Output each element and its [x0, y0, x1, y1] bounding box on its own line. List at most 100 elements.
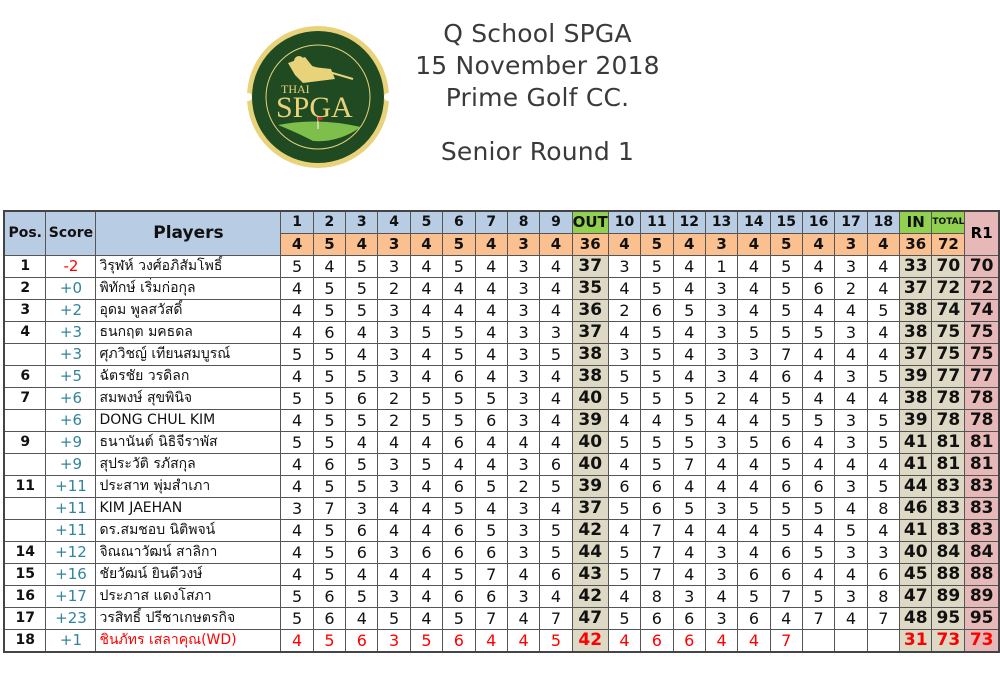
hole-score-cell: 4	[280, 365, 314, 388]
hole-score-cell: 4	[801, 563, 836, 586]
position-cell: 9	[3, 431, 47, 454]
par-hole: 4	[737, 233, 771, 256]
position-cell: 16	[3, 585, 47, 608]
hole-score-cell: 4	[506, 431, 541, 454]
hole-score-cell: 5	[345, 277, 379, 300]
hole-score-cell: 4	[801, 365, 836, 388]
header-r1: R1	[964, 210, 1000, 256]
table-row: 4 +3 ธนกฤต มคธดล 4 6 4 3 5 5 4 3 3 37 4 5 4 3 5 5 5 3 4 38 75 75	[3, 321, 1000, 344]
hole-score-cell: 6	[442, 585, 476, 608]
player-name-cell: อุดม พูลสวัสดิ์	[95, 299, 282, 322]
position-cell: 18	[3, 629, 47, 653]
hole-score-cell: 3	[607, 343, 642, 366]
in-total-cell: 41	[899, 431, 933, 454]
hole-score-cell: 4	[409, 497, 444, 520]
hole-score-cell: 4	[866, 255, 901, 278]
hole-score-cell: 4	[345, 607, 379, 630]
hole-score-cell: 6	[769, 431, 803, 454]
hole-score-cell: 3	[506, 277, 541, 300]
position-cell: 17	[3, 607, 47, 630]
hole-score-cell: 3	[506, 299, 541, 322]
hole-score-cell: 4	[737, 475, 771, 498]
score-to-par-cell: -2	[45, 255, 97, 278]
hole-score-cell: 4	[801, 255, 836, 278]
round1-score-cell: 77	[964, 365, 1000, 388]
gross-total-cell: 77	[931, 365, 966, 388]
hole-score-cell: 7	[769, 343, 803, 366]
hole-score-cell: 4	[672, 563, 706, 586]
out-total-cell: 37	[571, 321, 609, 344]
hole-score-cell: 6	[474, 585, 508, 608]
table-row: 18 +1 ชินภัทร เสลาคุณ(WD) 4 5 6 3 5 6 4 4 5 42 4 6 6 4 4 7…	[3, 629, 1000, 653]
hole-score-cell: 6	[769, 541, 803, 564]
out-total-cell: 42	[571, 585, 609, 608]
hole-score-cell: 2	[834, 277, 868, 300]
hole-score-cell: 4	[539, 299, 573, 322]
round1-score-cell: 81	[964, 453, 1000, 476]
leaderboard-body: 1 -2 วิรุฬห์ วงศ์อภิสัมโพธิ์ 5 4 5 3 4 5 4 3 4 37 3 5 4…	[3, 255, 1000, 653]
in-total-cell: 40	[899, 541, 933, 564]
hole-score-cell: 3	[737, 343, 771, 366]
hole-score-cell: 4	[672, 519, 706, 542]
hole-score-cell: 6	[640, 299, 674, 322]
round1-score-cell: 83	[964, 475, 1000, 498]
hole-score-cell: 3	[506, 497, 541, 520]
hole-score-cell: 6	[312, 453, 347, 476]
hole-score-cell: 2	[377, 409, 411, 432]
hole-score-cell: 5	[409, 387, 444, 410]
out-total-cell: 35	[571, 277, 609, 300]
position-cell: 3	[3, 299, 47, 322]
hole-score-cell: 3	[704, 343, 739, 366]
hole-score-cell: 4	[704, 475, 739, 498]
par-hole: 4	[801, 233, 836, 256]
hole-score-cell: 7	[539, 607, 573, 630]
hole-score-cell: 2	[377, 387, 411, 410]
hole-score-cell: 4	[474, 365, 508, 388]
hole-score-cell: 4	[737, 387, 771, 410]
hole-score-cell: 4	[409, 343, 444, 366]
hole-score-cell: 5	[312, 563, 347, 586]
hole-score-cell: 3	[506, 409, 541, 432]
hole-score-cell: 4	[834, 607, 868, 630]
hole-score-cell: 4	[866, 321, 901, 344]
out-total-cell: 40	[571, 453, 609, 476]
hole-score-cell: 3	[834, 321, 868, 344]
par-hole: 4	[539, 233, 573, 256]
hole-score-cell: 5	[607, 497, 642, 520]
hole-score-cell: 4	[280, 299, 314, 322]
header-hole-10: 10	[607, 210, 642, 234]
table-row: 11 +11 ประสาท พุ่มสำเภา 4 5 5 3 4 6 5 2 5 39 6 6 4 4 4 6 6 3…	[3, 475, 1000, 498]
hole-score-cell: 5	[409, 321, 444, 344]
hole-score-cell: 5	[474, 475, 508, 498]
hole-score-cell: 7	[312, 497, 347, 520]
out-total-cell: 42	[571, 519, 609, 542]
hole-score-cell: 4	[737, 519, 771, 542]
hole-score-cell: 6	[442, 629, 476, 653]
gross-total-cell: 75	[931, 321, 966, 344]
hole-score-cell: 3	[377, 299, 411, 322]
hole-score-cell: 5	[769, 255, 803, 278]
in-total-cell: 48	[899, 607, 933, 630]
hole-score-cell: 7	[769, 585, 803, 608]
score-to-par-cell: +16	[45, 563, 97, 586]
hole-score-cell: 3	[866, 541, 901, 564]
round1-score-cell: 83	[964, 497, 1000, 520]
table-row: 2 +0 พิทักษ์ เริ่มก่อกุล 4 5 5 2 4 4 4 3 4 35 4 5 4 3 4 5 6…	[3, 277, 1000, 300]
position-cell: 4	[3, 321, 47, 344]
event-name: Q School SPGA	[443, 19, 632, 48]
gross-total-cell: 70	[931, 255, 966, 278]
hole-score-cell: 4	[737, 541, 771, 564]
hole-score-cell: 4	[539, 497, 573, 520]
hole-score-cell: 6	[737, 607, 771, 630]
player-name-cell: สุประวัติ รภัสกุล	[95, 453, 282, 476]
header-total: TOTAL	[931, 210, 966, 234]
score-to-par-cell: +6	[45, 387, 97, 410]
hole-score-cell: 7	[640, 541, 674, 564]
hole-score-cell: 5	[607, 541, 642, 564]
hole-score-cell: 4	[280, 563, 314, 586]
par-hole: 5	[640, 233, 674, 256]
player-name-cell: วิรุฬห์ วงศ์อภิสัมโพธิ์	[95, 255, 282, 278]
hole-score-cell: 2	[704, 387, 739, 410]
gross-total-cell: 72	[931, 277, 966, 300]
in-total-cell: 37	[899, 343, 933, 366]
